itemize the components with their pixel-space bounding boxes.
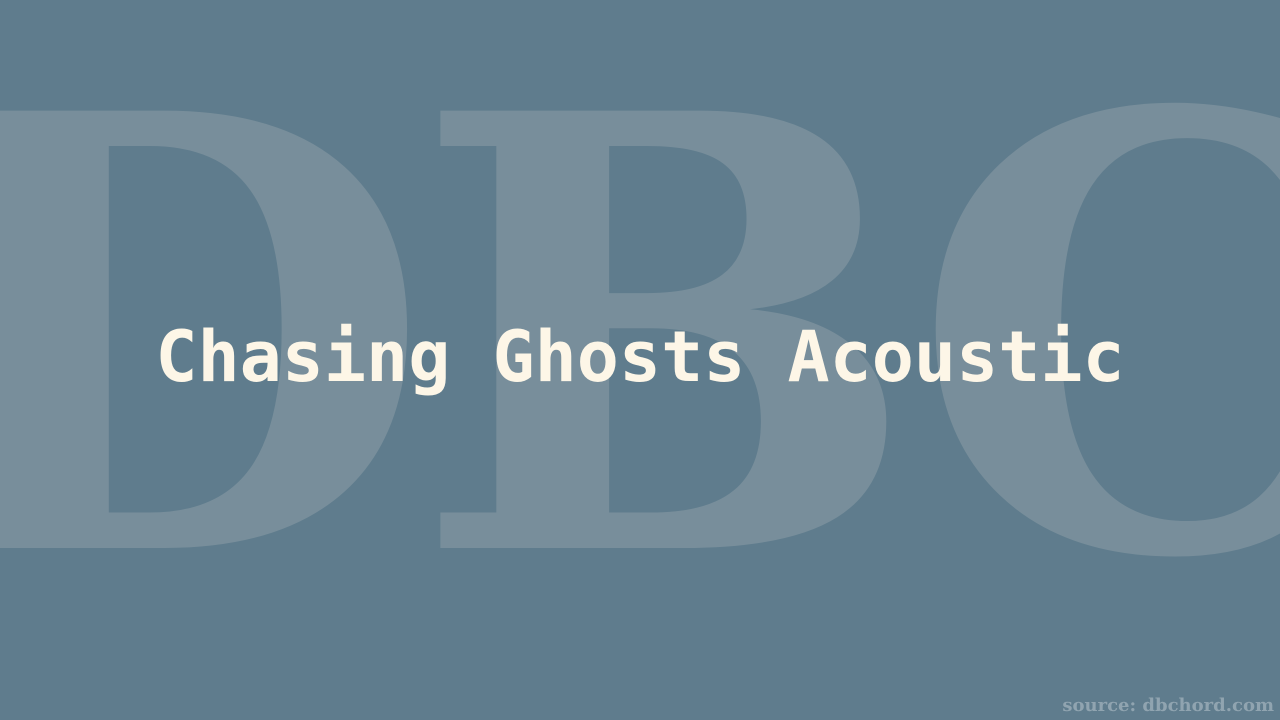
song-title: Chasing Ghosts Acoustic [155,316,1125,398]
source-credit: source: dbchord.com [1062,695,1274,716]
dbc-watermark-logo: DBC [0,0,1280,690]
